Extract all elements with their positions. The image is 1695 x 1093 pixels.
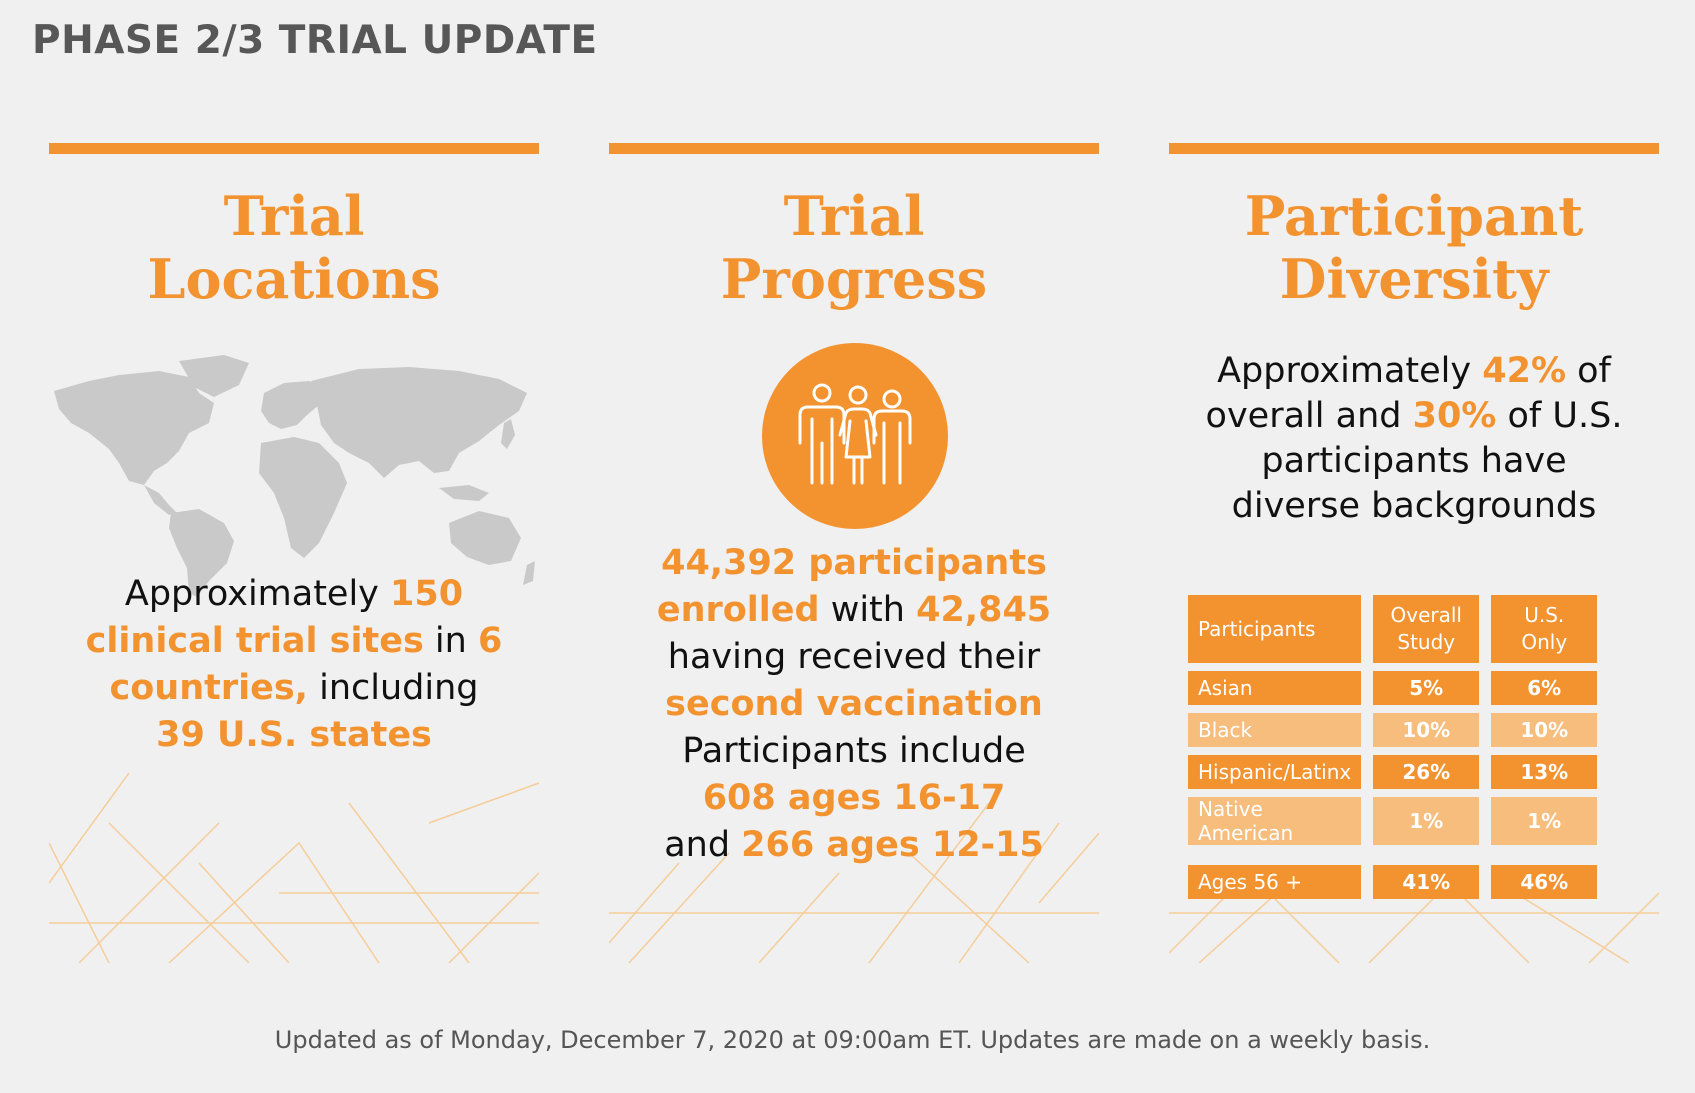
accent-bar [49, 143, 539, 154]
table-row: Black 10% 10% [1188, 713, 1598, 747]
header-line: Overall [1390, 603, 1462, 627]
trial-locations-panel: Trial Locations [49, 143, 539, 963]
text-fragment: including [307, 668, 479, 708]
text-fragment: participants have [1261, 441, 1567, 481]
row-label: Hispanic/Latinx [1188, 755, 1362, 789]
text-fragment: overall and [1205, 396, 1413, 436]
heading-line: Diversity [1279, 247, 1549, 311]
highlight: 150 [390, 574, 464, 614]
header-line: Study [1397, 630, 1456, 654]
overall-value: 41% [1373, 865, 1480, 899]
us-value: 13% [1491, 755, 1598, 789]
accent-bar [609, 143, 1099, 154]
column-header-us-only: U.S. Only [1491, 595, 1598, 663]
text-fragment: Participants include [682, 731, 1026, 771]
page-title: PHASE 2/3 TRIAL UPDATE [32, 18, 598, 63]
heading-line: Participant [1244, 184, 1584, 248]
footer-update-note: Updated as of Monday, December 7, 2020 a… [274, 1026, 1431, 1054]
heading-line: Trial [783, 184, 925, 248]
text-fragment: and [664, 825, 742, 865]
row-label: Black [1188, 713, 1362, 747]
table-spacer [1188, 853, 1597, 857]
text-fragment: diverse backgrounds [1231, 486, 1597, 526]
text-fragment: having received their [667, 637, 1041, 677]
highlight: second vaccination [665, 684, 1043, 724]
trial-locations-heading: Trial Locations [49, 185, 539, 311]
row-label: Native American [1188, 797, 1362, 845]
highlight: 42,845 [916, 590, 1052, 630]
us-value: 1% [1491, 797, 1598, 845]
highlight: clinical trial sites [85, 621, 424, 661]
highlight: countries, [109, 668, 308, 708]
table-row: Ages 56 + 41% 46% [1188, 865, 1598, 899]
header-line: Only [1521, 630, 1568, 654]
highlight: enrolled [656, 590, 820, 630]
text-fragment: in [423, 621, 478, 661]
table-row: Hispanic/Latinx 26% 13% [1188, 755, 1598, 789]
highlight: 6 [477, 621, 503, 661]
trial-progress-heading: Trial Progress [609, 185, 1099, 311]
highlight: 39 U.S. states [156, 715, 432, 755]
overall-value: 5% [1373, 671, 1480, 705]
text-fragment: Approximately [1217, 351, 1483, 391]
highlight: 42% [1482, 351, 1567, 391]
world-map-icon [54, 355, 535, 597]
text-fragment: of U.S. [1496, 396, 1623, 436]
people-group-icon [762, 343, 948, 529]
us-value: 6% [1491, 671, 1598, 705]
accent-bar [1169, 143, 1659, 154]
table-row: Native American 1% 1% [1188, 797, 1598, 845]
participant-diversity-panel: Participant Diversity Approximately 42% … [1169, 143, 1659, 963]
overall-value: 1% [1373, 797, 1480, 845]
trial-progress-panel: Trial Progress 44,392 participants enrol… [609, 143, 1099, 963]
row-label: Asian [1188, 671, 1362, 705]
table-row: Asian 5% 6% [1188, 671, 1598, 705]
row-label: Ages 56 + [1188, 865, 1362, 899]
participant-diversity-text: Approximately 42% of overall and 30% of … [1169, 349, 1659, 529]
text-fragment: Approximately [124, 574, 391, 614]
text-fragment: with [819, 590, 917, 630]
highlight: 44,392 participants [661, 543, 1047, 583]
us-value: 46% [1491, 865, 1598, 899]
header-line: U.S. [1524, 603, 1565, 627]
heading-line: Progress [720, 247, 988, 311]
highlight: 608 ages 16-17 [702, 778, 1006, 818]
highlight: 30% [1412, 396, 1497, 436]
highlight: 266 ages 12-15 [741, 825, 1044, 865]
participant-diversity-heading: Participant Diversity [1169, 185, 1659, 311]
column-header-overall-study: Overall Study [1373, 595, 1480, 663]
column-header-participants: Participants [1188, 595, 1362, 663]
table-header-row: Participants Overall Study U.S. Only [1188, 595, 1598, 663]
decorative-line-pattern [49, 772, 539, 963]
heading-line: Trial [223, 184, 365, 248]
heading-line: Locations [147, 247, 441, 311]
overall-value: 26% [1373, 755, 1480, 789]
overall-value: 10% [1373, 713, 1480, 747]
diversity-table: Participants Overall Study U.S. Only Asian… [1176, 587, 1609, 907]
trial-progress-text: 44,392 participants enrolled with 42,845… [609, 540, 1099, 869]
trial-locations-text: Approximately 150 clinical trial sites i… [49, 571, 539, 759]
us-value: 10% [1491, 713, 1598, 747]
text-fragment: of [1566, 351, 1611, 391]
